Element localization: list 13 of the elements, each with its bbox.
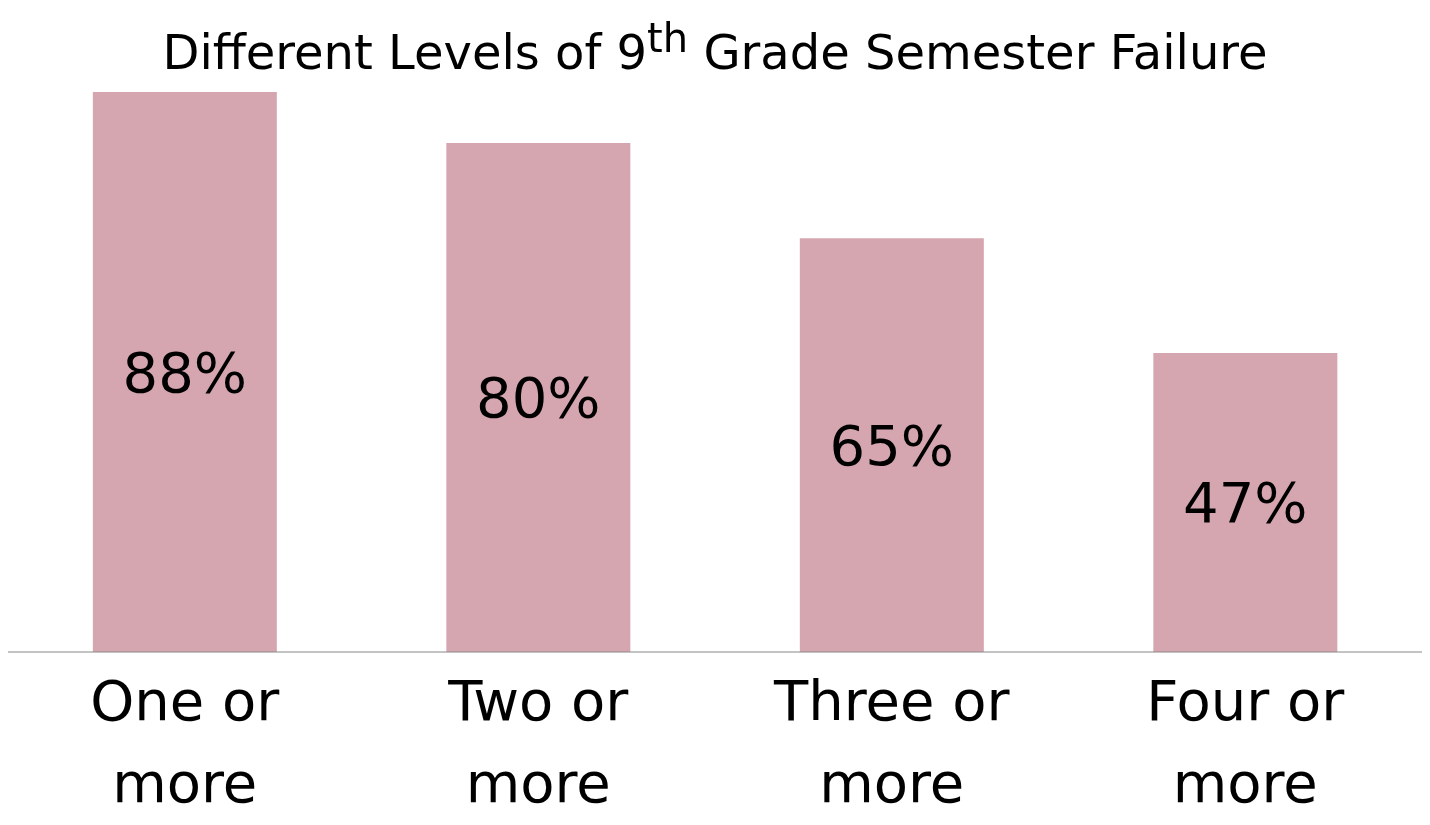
x-tick-label: Four or more — [1146, 668, 1346, 815]
chart-title: Different Levels of 9$^{th}$ Grade Semester Failure — [161, 14, 1269, 82]
bar — [1153, 352, 1338, 652]
x-tick-label: Two or more — [447, 668, 630, 815]
data-label: 80% — [476, 365, 601, 431]
bar — [446, 142, 631, 652]
bar — [799, 238, 984, 652]
data-label: 65% — [829, 413, 955, 479]
data-label: 88% — [122, 339, 248, 405]
data-label: 47% — [1183, 470, 1308, 536]
x-tick-label: Three or more — [773, 668, 1011, 815]
x-tick-label: One or more — [90, 668, 281, 815]
bar — [92, 92, 277, 652]
